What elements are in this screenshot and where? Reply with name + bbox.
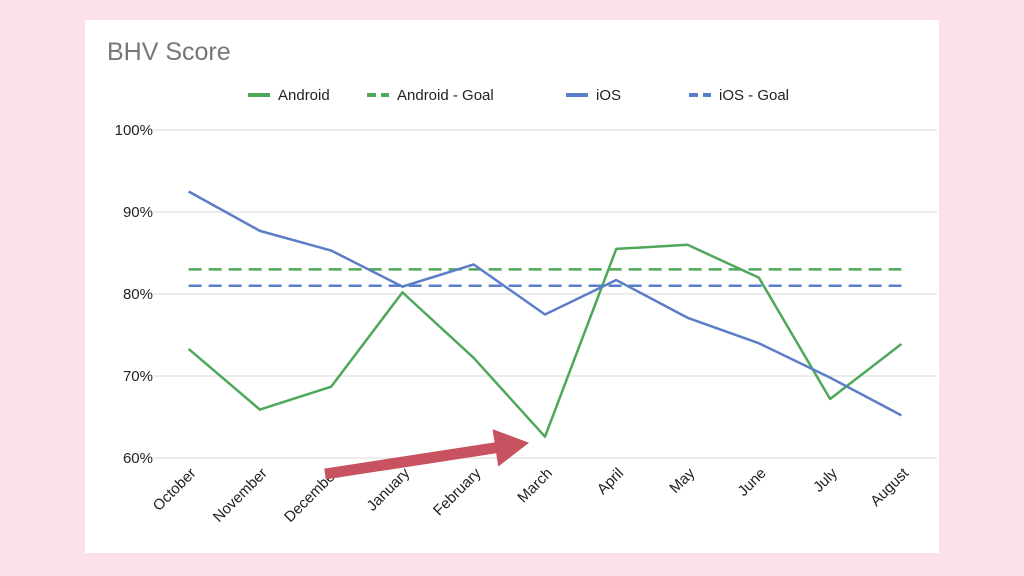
x-tick-label: July xyxy=(810,464,841,495)
legend-label-ios: iOS xyxy=(596,87,621,104)
x-tick-label: May xyxy=(666,464,698,496)
y-tick-label: 70% xyxy=(123,368,153,385)
x-axis-ticks: October November December January February Ma… xyxy=(150,464,913,526)
series-line-android xyxy=(187,243,903,438)
chart-card: BHV Score Android Android - Goal iOS iOS - … xyxy=(85,20,939,553)
x-tick-label: June xyxy=(735,465,770,500)
y-tick-label: 80% xyxy=(123,286,153,303)
series-line-ios xyxy=(188,190,902,417)
red-arrow-icon xyxy=(324,429,529,480)
legend-label-android: Android xyxy=(278,87,330,104)
x-tick-label: November xyxy=(210,465,271,526)
y-axis-ticks: 60% 70% 80% 90% 100% xyxy=(115,122,153,467)
x-tick-label: October xyxy=(150,465,200,515)
legend-label-ios-goal: iOS - Goal xyxy=(719,87,789,104)
legend-label-android-goal: Android - Goal xyxy=(397,87,494,104)
annotation-arrow xyxy=(324,429,529,480)
legend: Android Android - Goal iOS iOS - Goal xyxy=(248,87,789,104)
x-tick-label: February xyxy=(430,464,485,519)
x-tick-label: August xyxy=(867,464,913,510)
y-tick-label: 90% xyxy=(123,204,153,221)
y-tick-label: 100% xyxy=(115,122,153,139)
bhv-score-chart: BHV Score Android Android - Goal iOS iOS - … xyxy=(107,38,937,526)
series-lines xyxy=(187,190,903,438)
chart-title: BHV Score xyxy=(107,38,231,66)
x-tick-label: April xyxy=(594,465,627,498)
x-tick-label: March xyxy=(514,465,555,506)
gridlines xyxy=(153,129,937,459)
y-tick-label: 60% xyxy=(123,450,153,467)
